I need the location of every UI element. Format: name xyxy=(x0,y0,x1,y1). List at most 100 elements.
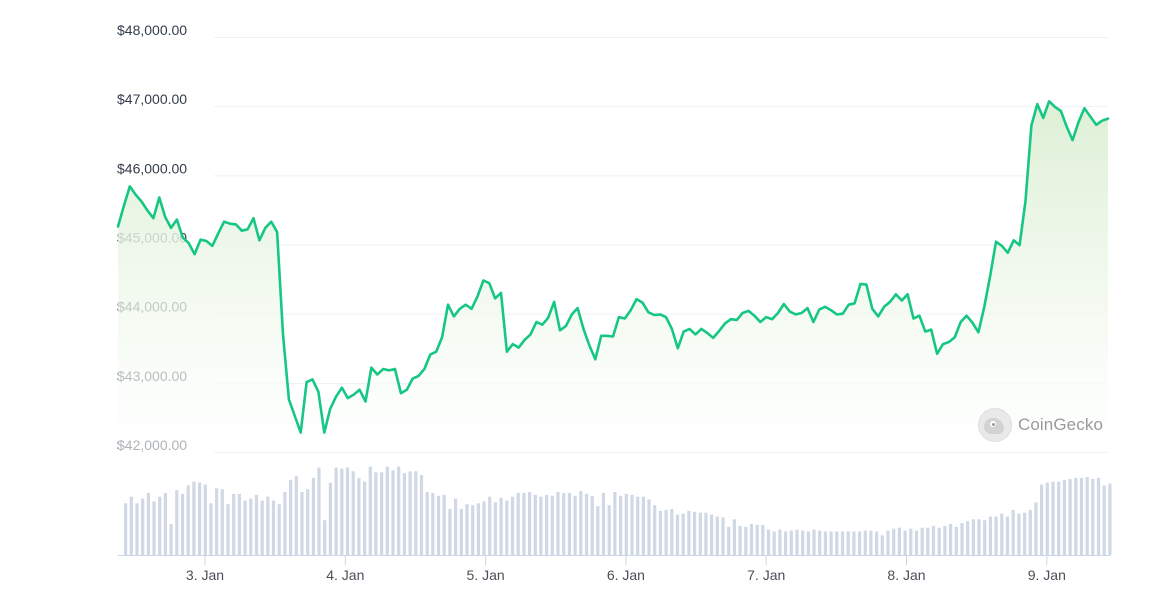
volume-bar[interactable] xyxy=(1011,509,1015,555)
volume-bar[interactable] xyxy=(243,500,247,556)
volume-bar[interactable] xyxy=(419,475,424,555)
volume-bar[interactable] xyxy=(545,494,549,555)
volume-bar[interactable] xyxy=(1040,484,1044,556)
volume-bar[interactable] xyxy=(761,524,765,555)
volume-bar[interactable] xyxy=(414,471,418,555)
volume-bar[interactable] xyxy=(920,527,924,555)
volume-bar[interactable] xyxy=(584,493,589,555)
volume-bar[interactable] xyxy=(402,473,406,555)
volume-bar[interactable] xyxy=(835,531,839,556)
volume-bar[interactable] xyxy=(636,496,640,555)
volume-bar[interactable] xyxy=(465,504,469,555)
volume-bar[interactable] xyxy=(528,492,532,555)
volume-bar[interactable] xyxy=(488,496,492,555)
volume-bar[interactable] xyxy=(772,531,776,556)
volume-bar[interactable] xyxy=(294,476,298,555)
volume-bar[interactable] xyxy=(801,530,805,555)
volume-bar[interactable] xyxy=(664,509,668,555)
volume-bar[interactable] xyxy=(135,503,139,555)
volume-bar[interactable] xyxy=(766,529,771,555)
volume-bar[interactable] xyxy=(385,466,389,555)
volume-bar[interactable] xyxy=(966,521,970,555)
volume-bar[interactable] xyxy=(619,495,623,555)
volume-bar[interactable] xyxy=(1000,513,1004,555)
volume-bar[interactable] xyxy=(818,530,822,555)
volume-bar[interactable] xyxy=(704,512,708,555)
volume-bar[interactable] xyxy=(306,489,310,555)
volume-bar[interactable] xyxy=(300,492,304,555)
volume-bar[interactable] xyxy=(573,495,577,555)
volume-bar[interactable] xyxy=(727,526,731,555)
volume-bar[interactable] xyxy=(1005,516,1010,556)
volume-bar[interactable] xyxy=(391,470,395,555)
volume-bar[interactable] xyxy=(641,496,645,555)
volume-bar[interactable] xyxy=(630,494,634,555)
volume-bar[interactable] xyxy=(715,516,719,556)
volume-bar[interactable] xyxy=(1079,477,1084,555)
volume-bar[interactable] xyxy=(937,527,941,555)
volume-bar[interactable] xyxy=(482,501,486,555)
volume-bar[interactable] xyxy=(880,535,884,555)
volume-bar[interactable] xyxy=(658,510,662,555)
volume-bar[interactable] xyxy=(858,531,862,556)
volume-bar[interactable] xyxy=(693,511,697,555)
volume-bars[interactable] xyxy=(124,466,1112,556)
volume-bar[interactable] xyxy=(710,514,714,555)
volume-bar[interactable] xyxy=(328,482,332,555)
volume-bar[interactable] xyxy=(516,493,520,555)
volume-bar[interactable] xyxy=(198,482,202,555)
volume-bar[interactable] xyxy=(505,500,509,556)
volume-bar[interactable] xyxy=(1102,485,1106,555)
volume-bar[interactable] xyxy=(909,528,913,555)
volume-bar[interactable] xyxy=(1045,482,1049,555)
volume-bar[interactable] xyxy=(914,530,919,555)
volume-bar[interactable] xyxy=(670,508,674,555)
volume-bar[interactable] xyxy=(1085,477,1089,555)
volume-bar[interactable] xyxy=(1096,477,1101,555)
volume-bar[interactable] xyxy=(567,493,571,555)
volume-bar[interactable] xyxy=(311,477,315,555)
volume-bar[interactable] xyxy=(448,508,452,555)
volume-bar[interactable] xyxy=(425,492,429,555)
volume-bar[interactable] xyxy=(960,523,964,555)
volume-bar[interactable] xyxy=(163,493,167,555)
volume-bar[interactable] xyxy=(351,471,355,555)
volume-bar[interactable] xyxy=(675,514,680,555)
price-line[interactable] xyxy=(116,100,1110,434)
volume-bar[interactable] xyxy=(784,531,788,556)
volume-bar[interactable] xyxy=(454,498,458,555)
volume-bar[interactable] xyxy=(613,492,617,555)
volume-bar[interactable] xyxy=(431,493,435,555)
volume-bar[interactable] xyxy=(738,525,742,555)
volume-bar[interactable] xyxy=(823,531,827,556)
volume-bar[interactable] xyxy=(1091,478,1095,555)
volume-bar[interactable] xyxy=(493,502,497,555)
volume-bar[interactable] xyxy=(846,531,850,556)
volume-bar[interactable] xyxy=(124,503,128,555)
volume-bar[interactable] xyxy=(289,479,293,555)
volume-bar[interactable] xyxy=(875,531,879,556)
volume-bar[interactable] xyxy=(1108,483,1112,555)
volume-bar[interactable] xyxy=(943,525,947,555)
volume-bar[interactable] xyxy=(983,520,987,555)
volume-bar[interactable] xyxy=(795,529,799,555)
volume-bar[interactable] xyxy=(141,498,145,555)
volume-bar[interactable] xyxy=(988,516,992,556)
volume-bar[interactable] xyxy=(778,529,782,555)
volume-bar[interactable] xyxy=(277,504,281,555)
volume-bar[interactable] xyxy=(539,496,543,555)
volume-bar[interactable] xyxy=(232,493,236,555)
volume-bar[interactable] xyxy=(755,524,759,555)
volume-bar[interactable] xyxy=(653,505,657,555)
volume-bar[interactable] xyxy=(152,501,156,555)
volume-bar[interactable] xyxy=(220,489,224,555)
volume-bar[interactable] xyxy=(226,504,230,555)
volume-bar[interactable] xyxy=(687,510,691,555)
volume-bar[interactable] xyxy=(1028,509,1032,555)
volume-bar[interactable] xyxy=(271,500,276,556)
volume-bar[interactable] xyxy=(681,513,685,555)
volume-bar[interactable] xyxy=(954,526,958,555)
volume-bar[interactable] xyxy=(607,505,611,555)
